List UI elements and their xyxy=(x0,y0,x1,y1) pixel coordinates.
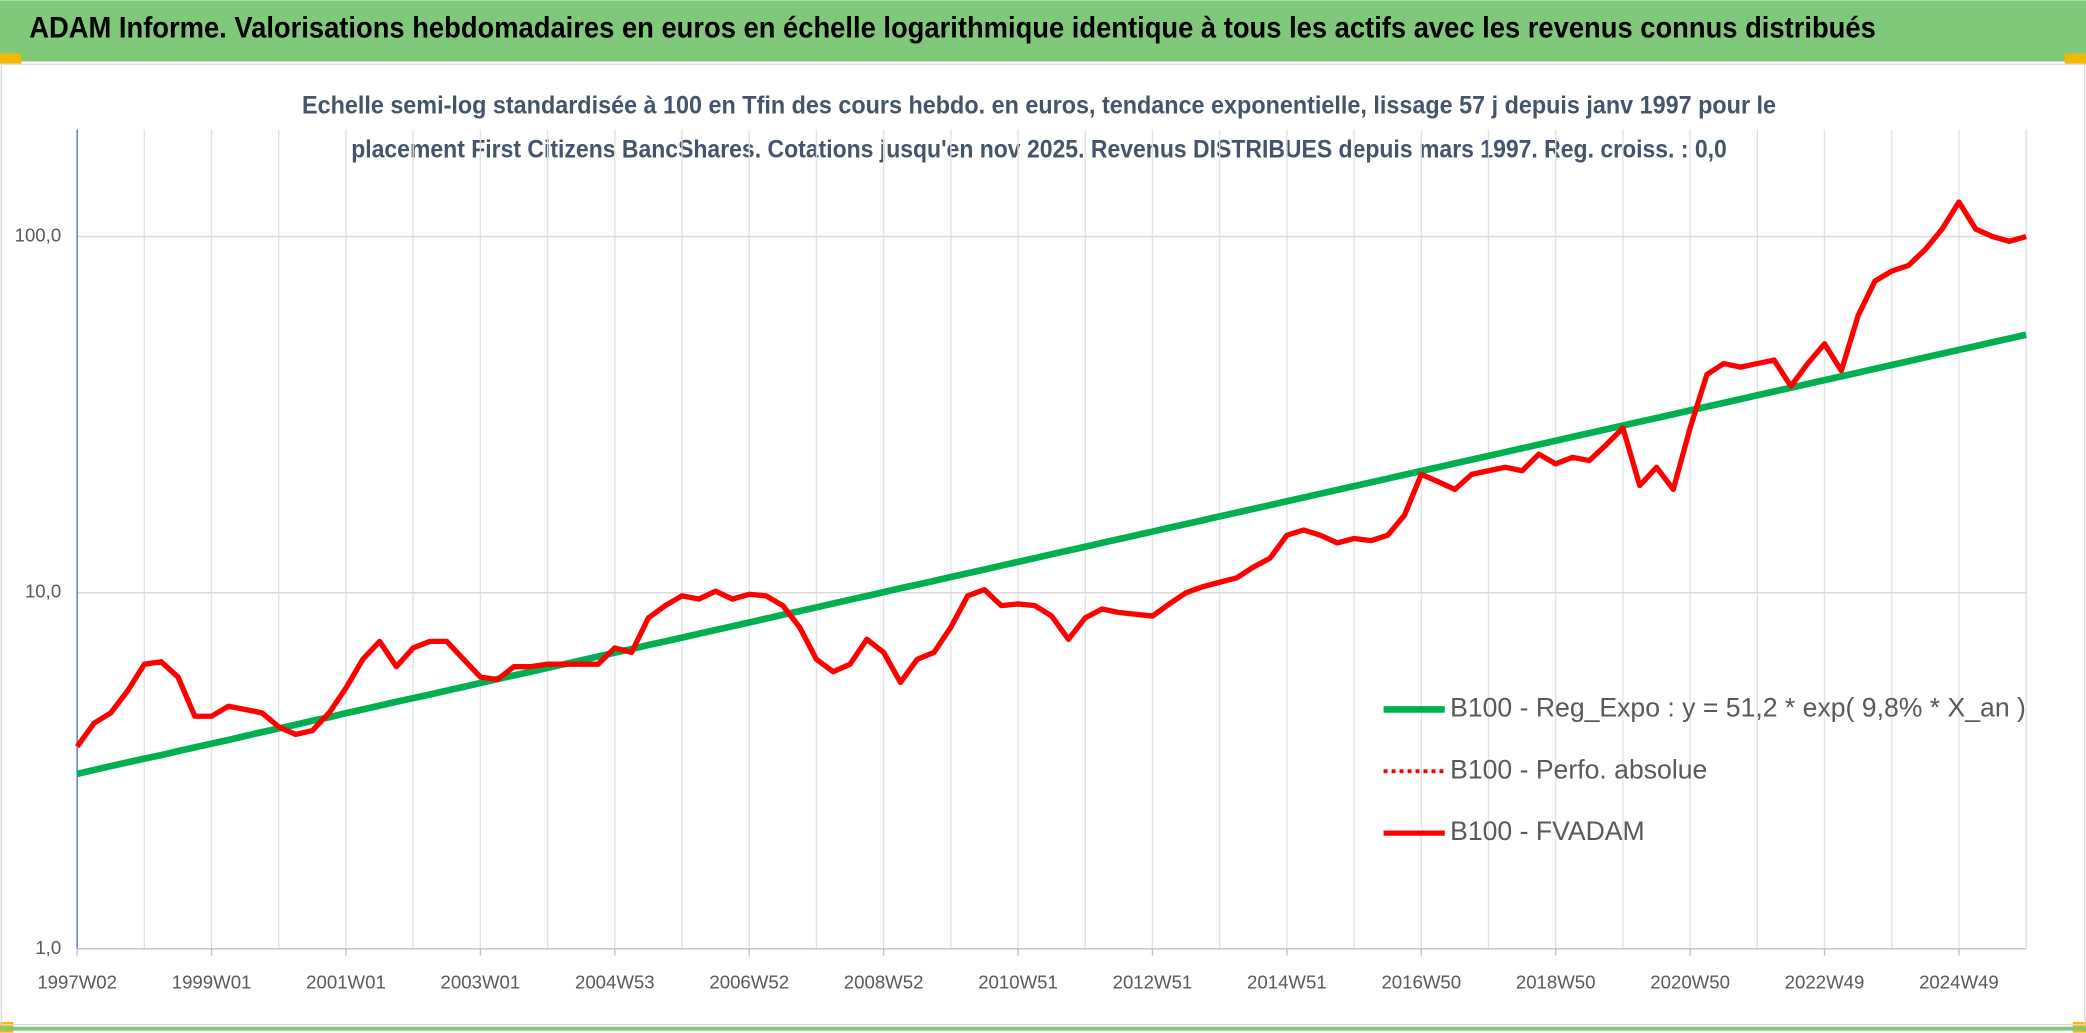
x-tick-label: 2018W50 xyxy=(1516,971,1596,992)
x-tick-label: 2003W01 xyxy=(441,971,521,992)
y-tick-label: 1,0 xyxy=(35,937,61,958)
x-tick-label: 2020W50 xyxy=(1650,971,1730,992)
x-tick-label: 2016W50 xyxy=(1381,971,1461,992)
legend-label: B100 - Reg_Expo : y = 51,2 * exp( 9,8% *… xyxy=(1450,692,2026,722)
legend-label: B100 - FVADAM xyxy=(1450,816,1645,846)
x-tick-label: 2004W53 xyxy=(575,971,655,992)
y-tick-label: 10,0 xyxy=(25,581,61,602)
corner-tab xyxy=(2064,53,2086,65)
x-tick-label: 2012W51 xyxy=(1113,971,1193,992)
x-tick-label: 1997W02 xyxy=(37,971,117,992)
chart-title: Echelle semi-log standardisée à 100 en T… xyxy=(302,91,1776,119)
x-tick-label: 2010W51 xyxy=(978,971,1058,992)
banner-title: ADAM Informe. Valorisations hebdomadaire… xyxy=(29,12,1876,44)
x-tick-label: 2008W52 xyxy=(844,971,924,992)
series-layer xyxy=(75,199,2027,778)
x-tick-label: 1999W01 xyxy=(172,971,252,992)
y-tick-label: 100,0 xyxy=(15,224,62,245)
series-line xyxy=(75,199,2027,749)
plot-frame xyxy=(0,63,2086,1026)
chart-title: placement First Citizens BancShares. Cot… xyxy=(351,135,1727,163)
x-tick-label: 2014W51 xyxy=(1247,971,1327,992)
series-line xyxy=(76,331,2027,778)
legend-label: B100 - Perfo. absolue xyxy=(1450,754,1707,784)
corner-tab xyxy=(0,53,22,65)
grid: 1,0 10,0 100,0 1997W02 1999W01 2001W01 2003W01… xyxy=(15,129,2027,992)
x-tick-label: 2024W49 xyxy=(1919,971,1999,992)
x-tick-label: 2006W52 xyxy=(709,971,789,992)
banner-bar xyxy=(0,0,2086,62)
x-tick-label: 2022W49 xyxy=(1785,971,1865,992)
legend: B100 - Reg_Expo : y = 51,2 * exp( 9,8% *… xyxy=(1383,692,2026,846)
x-tick-label: 2001W01 xyxy=(306,971,386,992)
